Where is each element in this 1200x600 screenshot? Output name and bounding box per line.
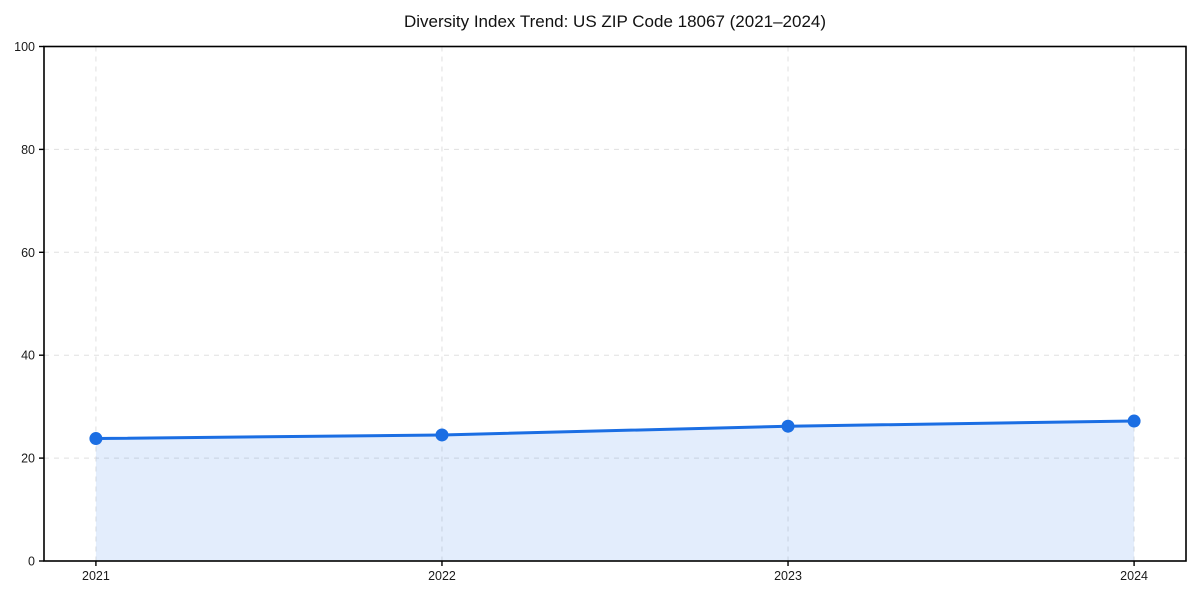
y-tick-label: 0 [28,555,35,569]
y-tick-label: 40 [21,349,35,363]
axis-ticks: 0 20 40 60 80 100 2021 2022 2023 2024 [14,40,1148,583]
x-tick-label: 2022 [428,569,456,583]
series-area-fill [95,421,1135,561]
data-point-marker [781,419,795,433]
data-point-marker [1127,414,1141,428]
series-markers [89,414,1141,446]
x-tick-label: 2024 [1120,569,1148,583]
y-tick-label: 100 [14,40,35,54]
chart-title: Diversity Index Trend: US ZIP Code 18067… [403,12,827,31]
data-point-marker [435,428,449,442]
x-tick-label: 2021 [82,569,110,583]
x-tick-label: 2023 [774,569,802,583]
y-tick-label: 60 [21,246,35,260]
plot-border [43,45,1187,562]
series-line [94,419,1136,441]
data-point-marker [89,432,103,446]
y-tick-label: 20 [21,452,35,466]
y-tick-label: 80 [21,143,35,157]
